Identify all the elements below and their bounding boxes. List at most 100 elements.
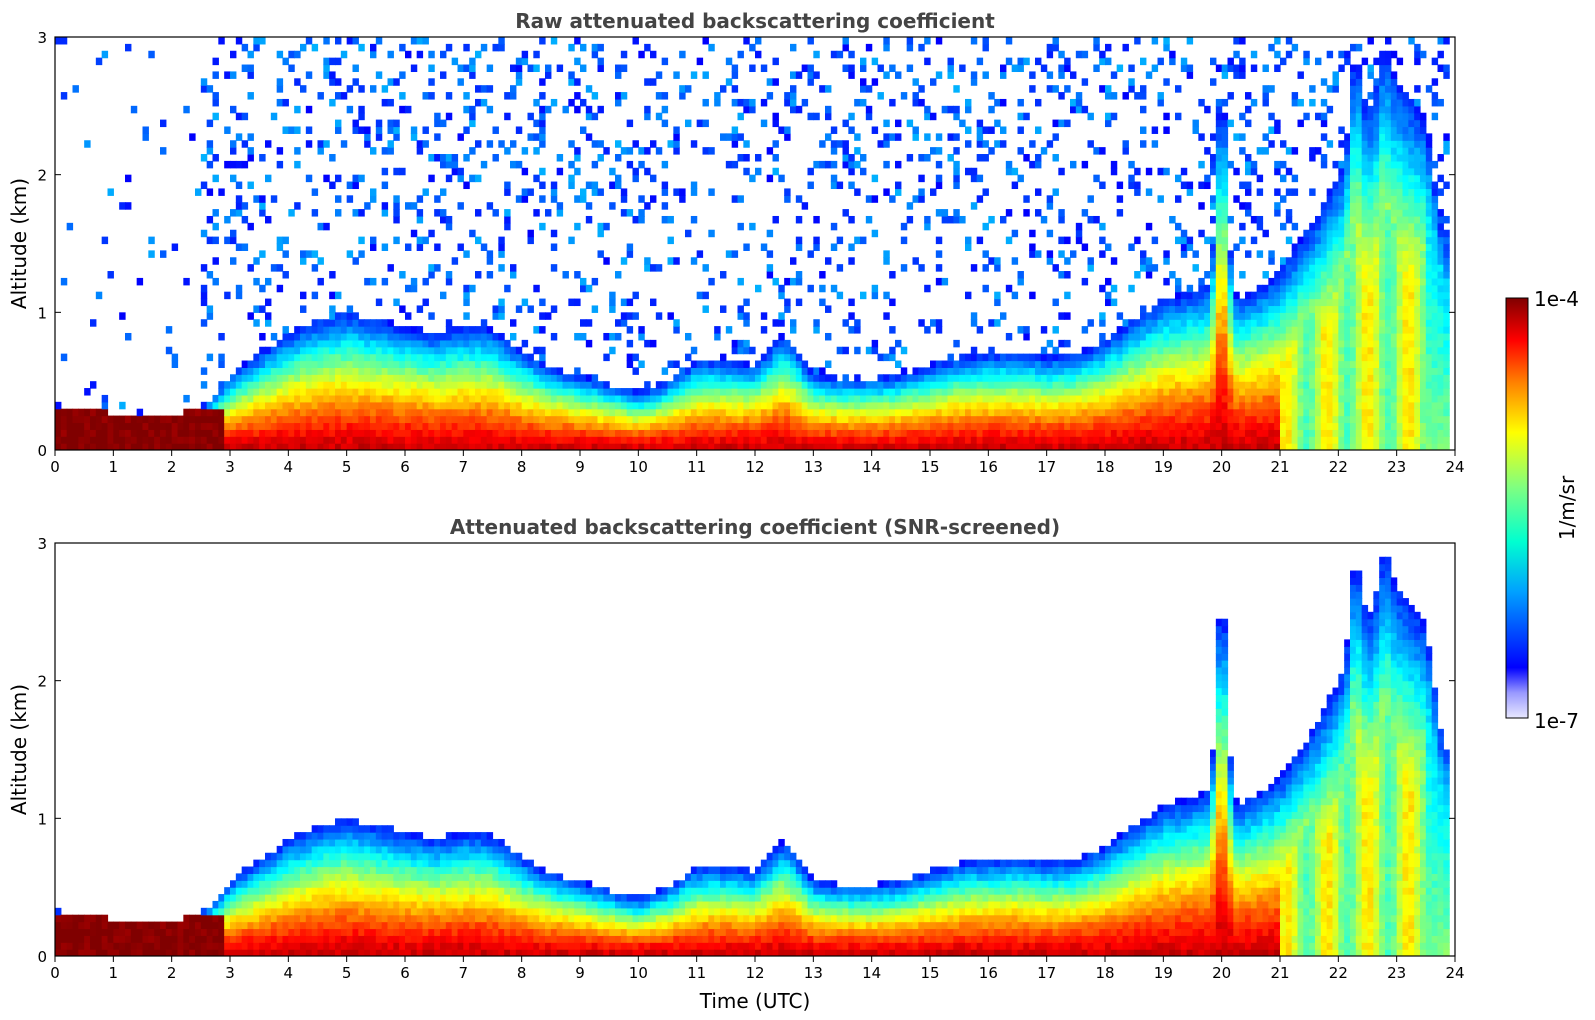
- heatmap-cell: [766, 147, 774, 155]
- heatmap-cell: [1192, 305, 1199, 313]
- heatmap-cell: [1315, 422, 1322, 430]
- heatmap-cell: [842, 388, 849, 396]
- heatmap-cell: [900, 408, 908, 417]
- heatmap-cell: [1099, 381, 1106, 389]
- heatmap-cell: [1011, 394, 1019, 403]
- heatmap-cell: [434, 422, 441, 430]
- heatmap-cell: [1326, 291, 1334, 300]
- heatmap-cell: [364, 202, 371, 210]
- heatmap-cell: [1285, 346, 1293, 355]
- heatmap-cell: [784, 381, 791, 389]
- heatmap-cell: [1064, 422, 1071, 430]
- heatmap-cell: [375, 353, 383, 362]
- heatmap-cell: [1344, 381, 1351, 389]
- heatmap-cell: [1256, 429, 1264, 437]
- heatmap-cell: [1110, 167, 1118, 176]
- heatmap-cell: [434, 332, 441, 341]
- heatmap-cell: [247, 71, 254, 79]
- heatmap-cell: [329, 154, 336, 162]
- heatmap-cell: [410, 374, 418, 382]
- heatmap-cell: [1245, 202, 1252, 210]
- heatmap-cell: [1192, 291, 1199, 300]
- heatmap-cell: [1250, 326, 1258, 334]
- heatmap-cell: [305, 105, 313, 114]
- heatmap-cell: [1239, 401, 1246, 410]
- heatmap-cell: [410, 229, 418, 238]
- heatmap-cell: [305, 140, 313, 148]
- heatmap-cell: [620, 257, 628, 265]
- heatmap-cell: [626, 422, 634, 430]
- heatmap-cell: [603, 436, 610, 444]
- heatmap-cell: [387, 394, 394, 403]
- heatmap-cell: [451, 388, 459, 396]
- heatmap-cell: [1227, 346, 1234, 355]
- heatmap-cell: [515, 408, 523, 417]
- heatmap-cell: [679, 394, 686, 403]
- heatmap-cell: [609, 436, 616, 444]
- heatmap-cell: [580, 401, 587, 410]
- heatmap-cell: [568, 388, 575, 396]
- heatmap-cell: [1256, 222, 1264, 231]
- heatmap-cell: [276, 160, 284, 169]
- heatmap-cell: [1210, 305, 1217, 313]
- heatmap-cell: [1326, 264, 1334, 272]
- heatmap-cell: [504, 381, 511, 389]
- heatmap-cell: [976, 360, 984, 368]
- heatmap-cell: [550, 195, 558, 203]
- heatmap-cell: [562, 436, 569, 444]
- heatmap-cell: [970, 415, 978, 424]
- heatmap-cell: [1023, 367, 1030, 375]
- heatmap-cell: [451, 346, 459, 355]
- heatmap-cell: [615, 443, 622, 450]
- heatmap-cell: [515, 394, 523, 403]
- heatmap-cell: [1285, 209, 1293, 217]
- heatmap-cell: [504, 188, 511, 196]
- heatmap-cell: [661, 188, 669, 196]
- heatmap-cell: [848, 126, 855, 134]
- heatmap-cell: [935, 422, 943, 430]
- heatmap-cell: [825, 381, 832, 389]
- heatmap-cell: [1245, 160, 1252, 169]
- heatmap-cell: [451, 57, 459, 66]
- heatmap-cell: [1157, 401, 1164, 410]
- heatmap-cell: [1320, 243, 1328, 251]
- heatmap-cell: [1140, 326, 1147, 334]
- heatmap-cell: [760, 326, 768, 334]
- heatmap-cell: [323, 436, 330, 444]
- heatmap-cell: [1268, 305, 1275, 313]
- heatmap-cell: [1081, 243, 1089, 251]
- heatmap-cell: [527, 367, 534, 375]
- heatmap-cell: [235, 429, 243, 437]
- heatmap-cell: [632, 415, 639, 424]
- heatmap-cell: [60, 415, 68, 424]
- heatmap-cell: [766, 415, 774, 424]
- heatmap-cell: [335, 291, 342, 300]
- heatmap-cell: [708, 394, 715, 403]
- heatmap-cell: [1011, 388, 1019, 396]
- heatmap-cell: [801, 98, 809, 107]
- heatmap-cell: [976, 57, 984, 66]
- heatmap-cell: [562, 443, 569, 450]
- heatmap-cell: [626, 312, 634, 320]
- heatmap-cell: [294, 436, 301, 444]
- heatmap-cell: [212, 98, 219, 107]
- heatmap-cell: [480, 319, 488, 327]
- heatmap-cell: [766, 250, 774, 258]
- heatmap-cell: [679, 388, 686, 396]
- heatmap-cell: [1052, 264, 1059, 272]
- heatmap-cell: [230, 388, 237, 396]
- heatmap-cell: [218, 353, 225, 362]
- heatmap-cell: [1320, 209, 1328, 217]
- heatmap-cell: [1035, 367, 1042, 375]
- heatmap-cell: [1221, 319, 1229, 327]
- heatmap-cell: [130, 436, 138, 444]
- heatmap-cell: [282, 367, 289, 375]
- heatmap-cell: [1099, 429, 1106, 437]
- heatmap-cell: [206, 119, 214, 128]
- heatmap-cell: [1192, 346, 1199, 355]
- heatmap-cell: [486, 388, 494, 396]
- heatmap-cell: [317, 374, 324, 382]
- heatmap-cell: [370, 408, 377, 417]
- heatmap-cell: [1344, 346, 1351, 355]
- heatmap-cell: [475, 271, 482, 279]
